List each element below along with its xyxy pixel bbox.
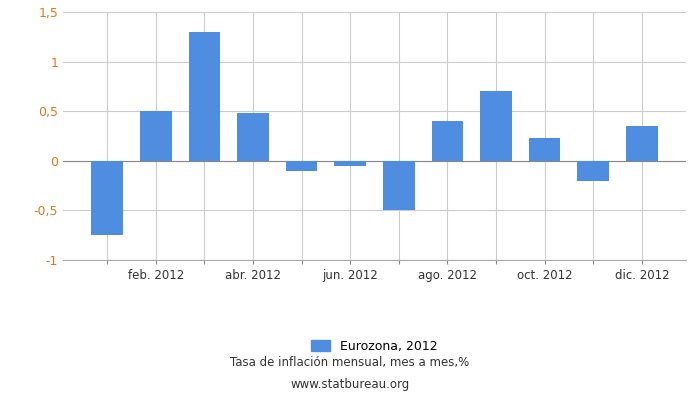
- Bar: [188, 32, 220, 161]
- Bar: [286, 161, 317, 171]
- Legend: Eurozona, 2012: Eurozona, 2012: [307, 335, 442, 358]
- Bar: [529, 138, 561, 161]
- Bar: [626, 126, 658, 161]
- Bar: [91, 161, 123, 235]
- Bar: [578, 161, 609, 181]
- Bar: [432, 121, 463, 161]
- Text: Tasa de inflación mensual, mes a mes,%: Tasa de inflación mensual, mes a mes,%: [230, 356, 470, 369]
- Bar: [335, 161, 366, 166]
- Bar: [383, 161, 414, 210]
- Bar: [480, 91, 512, 161]
- Bar: [237, 113, 269, 161]
- Text: www.statbureau.org: www.statbureau.org: [290, 378, 410, 391]
- Bar: [140, 111, 172, 161]
